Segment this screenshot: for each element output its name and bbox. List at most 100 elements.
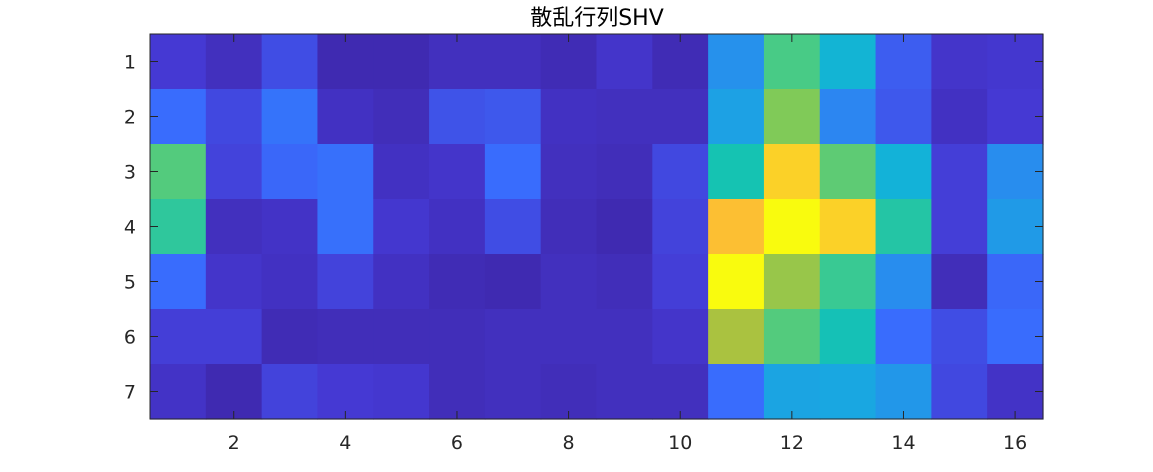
heatmap-cell: [205, 34, 263, 90]
heatmap-cell: [261, 364, 319, 420]
heatmap-cell: [484, 144, 542, 200]
heatmap-cell: [875, 364, 932, 420]
heatmap-cell: [931, 89, 988, 145]
heatmap-cell: [875, 89, 932, 145]
y-tick-label: 4: [124, 217, 136, 239]
heatmap-cell: [596, 199, 653, 255]
y-tick-label: 1: [124, 52, 136, 74]
heatmap-cell: [317, 34, 374, 90]
heatmap-cell: [429, 89, 486, 145]
heatmap-cell: [261, 254, 319, 310]
heatmap-cell: [987, 254, 1044, 310]
heatmap-cell: [708, 254, 765, 310]
heatmap-cell: [763, 89, 821, 145]
heatmap-cell: [317, 309, 374, 365]
heatmap-cell: [540, 34, 598, 90]
heatmap-cell: [150, 364, 207, 420]
heatmap-cells: [150, 34, 1044, 420]
heatmap-cell: [763, 254, 821, 310]
x-tick-label: 6: [451, 432, 463, 454]
heatmap-cell: [540, 199, 598, 255]
heatmap-cell: [205, 199, 263, 255]
heatmap-cell: [205, 254, 263, 310]
heatmap-cell: [373, 199, 430, 255]
x-tick-label: 8: [563, 432, 575, 454]
heatmap-cell: [819, 364, 877, 420]
x-tick-label: 4: [339, 432, 351, 454]
heatmap-cell: [652, 364, 709, 420]
heatmap-cell: [819, 309, 877, 365]
heatmap-cell: [596, 34, 653, 90]
heatmap-cell: [763, 144, 821, 200]
heatmap-cell: [317, 89, 374, 145]
heatmap-cell: [987, 199, 1044, 255]
heatmap-cell: [596, 89, 653, 145]
heatmap-cell: [708, 364, 765, 420]
heatmap-cell: [596, 144, 653, 200]
heatmap-cell: [150, 89, 207, 145]
heatmap-cell: [317, 364, 374, 420]
heatmap-cell: [373, 364, 430, 420]
heatmap-cell: [763, 364, 821, 420]
heatmap-cell: [261, 144, 319, 200]
heatmap-cell: [987, 309, 1044, 365]
y-axis-ticks: 1 2 3 4 5 6 7: [124, 52, 1043, 404]
heatmap-cell: [429, 34, 486, 90]
heatmap-cell: [875, 34, 932, 90]
heatmap-cell: [205, 364, 263, 420]
heatmap-cell: [708, 199, 765, 255]
heatmap-cell: [819, 144, 877, 200]
heatmap-cell: [987, 89, 1044, 145]
heatmap-cell: [987, 364, 1044, 420]
heatmap-cell: [261, 89, 319, 145]
heatmap-cell: [484, 89, 542, 145]
heatmap-cell: [708, 34, 765, 90]
heatmap-cell: [373, 34, 430, 90]
x-tick-label: 12: [780, 432, 804, 454]
heatmap-cell: [540, 364, 598, 420]
x-tick-label: 14: [891, 432, 915, 454]
heatmap-cell: [484, 309, 542, 365]
heatmap-cell: [652, 34, 709, 90]
heatmap-cell: [317, 199, 374, 255]
heatmap-cell: [931, 144, 988, 200]
x-tick-label: 10: [668, 432, 692, 454]
heatmap-cell: [317, 144, 374, 200]
heatmap-cell: [317, 254, 374, 310]
heatmap-cell: [261, 309, 319, 365]
heatmap-cell: [708, 89, 765, 145]
heatmap-cell: [429, 254, 486, 310]
heatmap-cell: [763, 199, 821, 255]
chart-title: 散乱行列SHV: [530, 6, 664, 31]
heatmap-cell: [150, 199, 207, 255]
heatmap-cell: [205, 309, 263, 365]
heatmap-cell: [652, 199, 709, 255]
heatmap-cell: [652, 89, 709, 145]
heatmap-cell: [931, 254, 988, 310]
heatmap-cell: [150, 144, 207, 200]
heatmap-cell: [429, 364, 486, 420]
heatmap-cell: [596, 309, 653, 365]
y-tick-label: 7: [124, 382, 136, 404]
x-axis-ticks: 2 4 6 8 10 12 14 16: [228, 34, 1027, 454]
heatmap-cell: [150, 309, 207, 365]
heatmap-cell: [819, 89, 877, 145]
heatmap-cell: [931, 199, 988, 255]
heatmap-cell: [261, 199, 319, 255]
plot-frame: [149, 33, 1044, 420]
heatmap-cell: [708, 309, 765, 365]
heatmap-cell: [819, 34, 877, 90]
heatmap-cell: [931, 309, 988, 365]
y-tick-label: 5: [124, 272, 136, 294]
heatmap-cell: [596, 364, 653, 420]
heatmap-cell: [150, 34, 207, 90]
heatmap-cell: [429, 199, 486, 255]
heatmap-cell: [875, 199, 932, 255]
heatmap-cell: [205, 89, 263, 145]
heatmap-cell: [373, 144, 430, 200]
heatmap-cell: [540, 144, 598, 200]
heatmap-cell: [484, 254, 542, 310]
heatmap-cell: [931, 364, 988, 420]
